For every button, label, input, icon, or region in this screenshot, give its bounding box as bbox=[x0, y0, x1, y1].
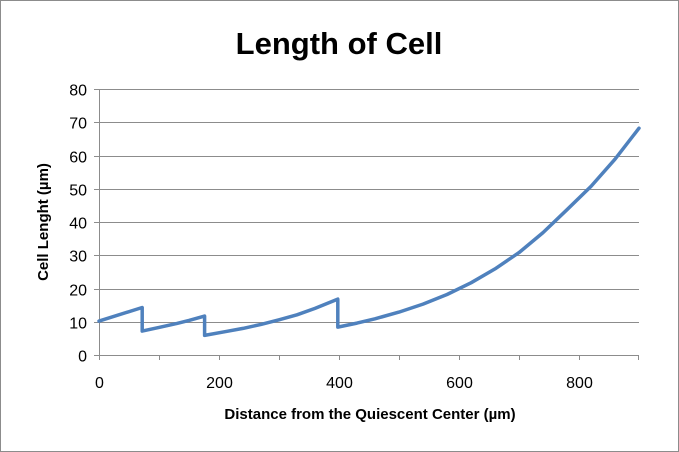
y-tick-label: 0 bbox=[78, 349, 87, 366]
y-tick-label: 10 bbox=[69, 316, 87, 333]
x-tick-label: 600 bbox=[446, 375, 473, 392]
y-tick-label: 30 bbox=[69, 249, 87, 266]
axes bbox=[94, 89, 639, 360]
x-tick-label: 200 bbox=[206, 375, 233, 392]
y-tick-labels: 0 10 20 30 40 50 60 70 80 bbox=[69, 83, 87, 366]
x-tick-label: 0 bbox=[95, 375, 104, 392]
y-tick-label: 70 bbox=[69, 116, 87, 133]
y-tick-label: 50 bbox=[69, 183, 87, 200]
y-tick-label: 80 bbox=[69, 83, 87, 100]
chart-title: Length of Cell bbox=[236, 26, 443, 61]
x-tick-labels: 0 200 400 600 800 bbox=[95, 375, 593, 392]
x-axis-title: Distance from the Quiescent Center (µm) bbox=[224, 406, 515, 423]
y-tick-label: 60 bbox=[69, 150, 87, 167]
y-tick-label: 20 bbox=[69, 283, 87, 300]
series-layer bbox=[97, 126, 641, 338]
x-tick-label: 400 bbox=[326, 375, 353, 392]
gridlines bbox=[99, 89, 639, 323]
y-tick-label: 40 bbox=[69, 216, 87, 233]
x-tick-label: 800 bbox=[566, 375, 593, 392]
y-axis-title: Cell Lenght (µm) bbox=[35, 163, 52, 281]
series-line bbox=[97, 126, 641, 338]
